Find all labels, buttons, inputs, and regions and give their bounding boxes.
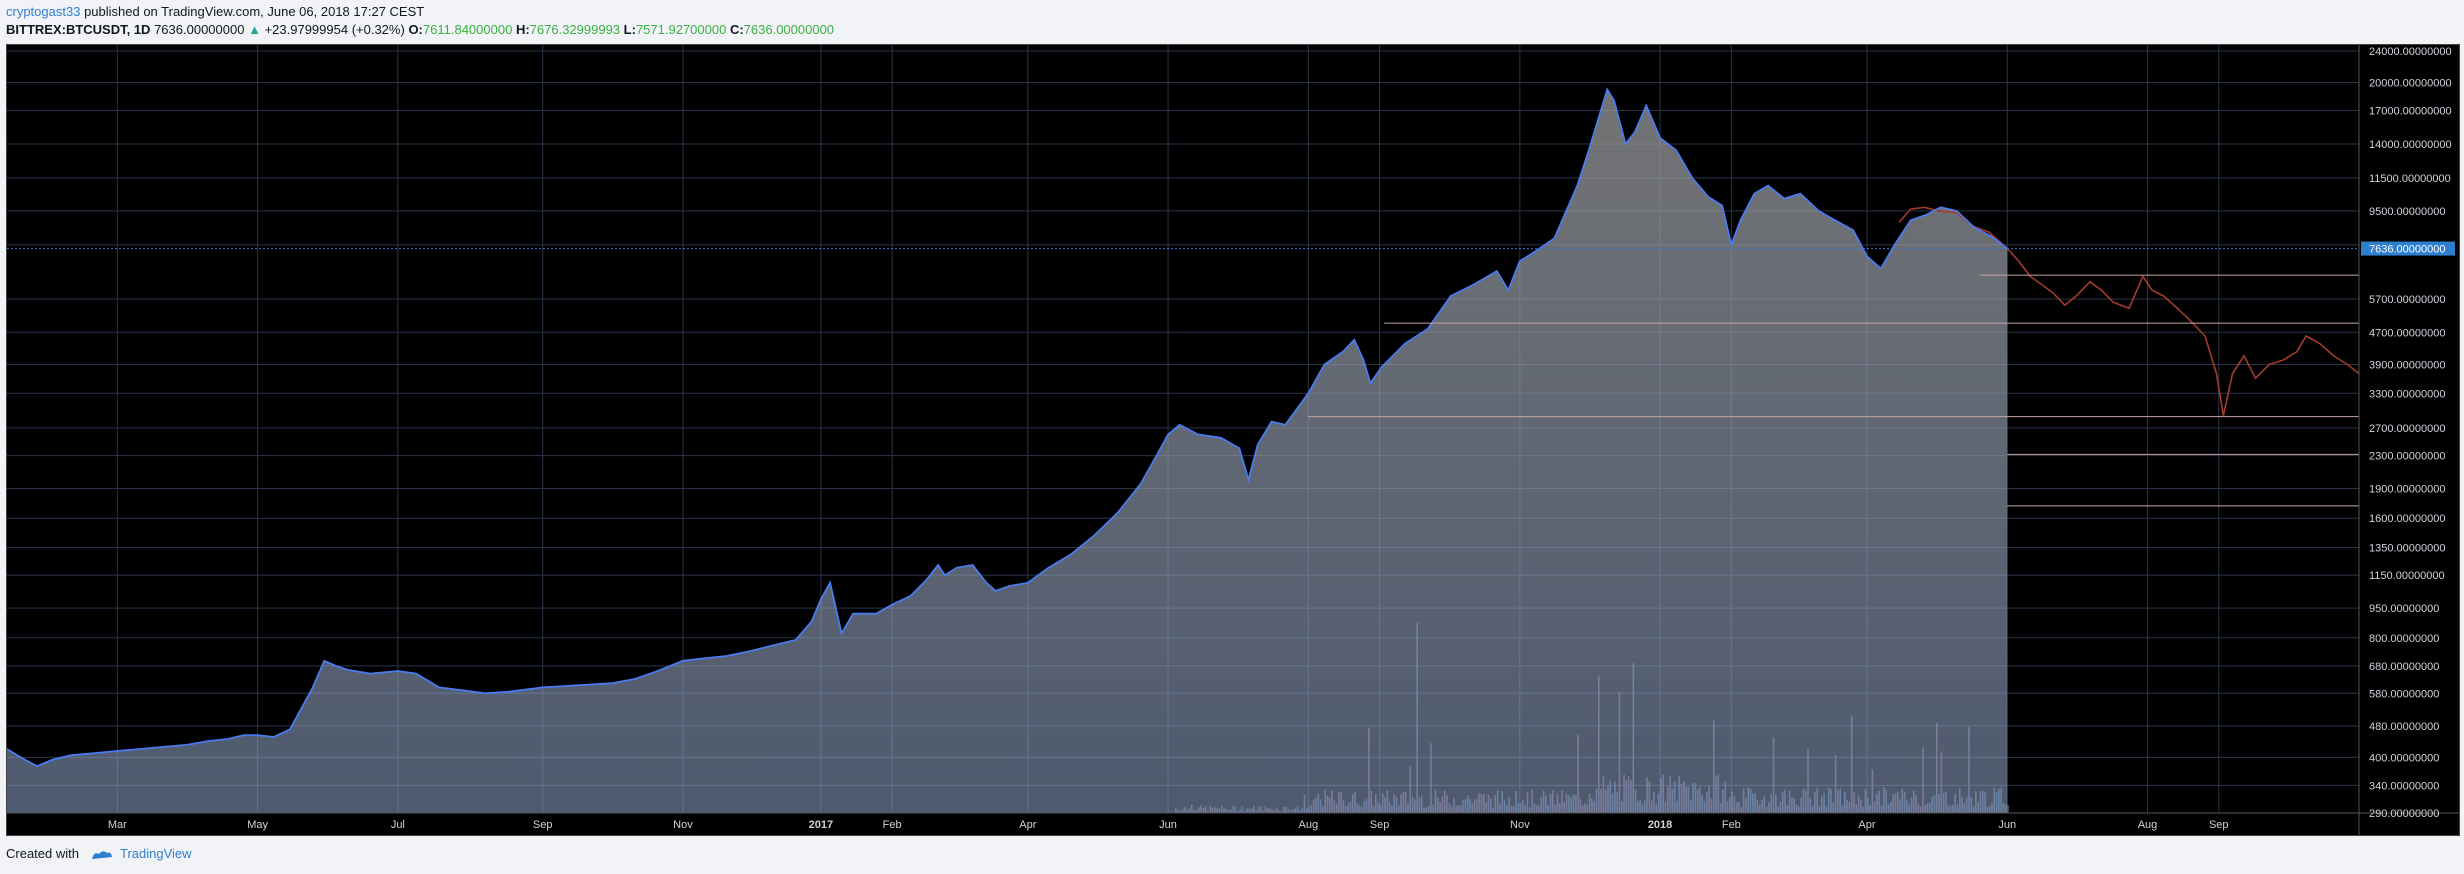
tradingview-link[interactable]: TradingView [120, 846, 192, 861]
y-tick-label: 1600.00000000 [2369, 513, 2445, 525]
up-triangle-icon: ▲ [248, 22, 261, 37]
y-tick-label: 1150.00000000 [2369, 570, 2445, 582]
volume-bar [2007, 804, 2009, 813]
chart-header: cryptogast33 published on TradingView.co… [0, 0, 2464, 44]
x-tick-label: Mar [108, 819, 127, 831]
chart-panel[interactable]: 6545.833261614958.335251842882.649857592… [6, 44, 2460, 836]
y-tick-label: 14000.00000000 [2369, 139, 2452, 151]
y-tick-label: 950.00000000 [2369, 603, 2439, 615]
y-tick-label: 400.00000000 [2369, 752, 2439, 764]
y-tick-label: 20000.00000000 [2369, 77, 2452, 89]
low-label: L: [623, 22, 636, 37]
x-tick-label: Sep [2209, 819, 2229, 831]
x-tick-label: Jul [391, 819, 405, 831]
y-tick-label: 480.00000000 [2369, 721, 2439, 733]
y-tick-label: 3300.00000000 [2369, 388, 2445, 400]
close-label: C: [729, 22, 744, 37]
close-value: 7636.00000000 [743, 22, 835, 37]
y-tick-label: 340.00000000 [2369, 780, 2439, 792]
x-tick-label: 2018 [1648, 819, 1672, 831]
y-tick-label: 17000.00000000 [2369, 105, 2452, 117]
price-axis-bg [2359, 45, 2459, 835]
y-tick-labels: 24000.00000000 20000.00000000 17000.000000… [2369, 46, 2452, 820]
current-price-box [2361, 241, 2455, 256]
y-tick-label: 2300.00000000 [2369, 451, 2445, 463]
publish-text: published on TradingView.com, June 06, 2… [84, 4, 425, 19]
x-tick-label: Sep [533, 819, 553, 831]
projection-line [1898, 206, 2360, 416]
x-tick-label: Apr [1858, 819, 1875, 831]
high-label: H: [515, 22, 530, 37]
created-with-text: Created with [6, 846, 79, 861]
price-line [7, 87, 2008, 768]
y-tick-label: 290.00000000 [2369, 808, 2439, 820]
x-tick-label: 2017 [809, 819, 833, 831]
y-tick-label: 11500.00000000 [2369, 173, 2451, 185]
last-price: 7636.00000000 [154, 22, 245, 37]
y-tick-label: 5700.00000000 [2369, 294, 2445, 306]
y-tick-label: 9500.00000000 [2369, 206, 2445, 218]
high-value: 7676.32999993 [529, 22, 621, 37]
author-link[interactable]: cryptogast33 [6, 4, 81, 19]
low-value: 7571.92700000 [635, 22, 727, 37]
symbol-label[interactable]: BITTREX:BTCUSDT, 1D [6, 22, 151, 37]
tradingview-logo-icon [91, 851, 112, 859]
y-tick-label: 680.00000000 [2369, 661, 2439, 673]
current-price-label: 7636.00000000 [2369, 244, 2445, 256]
x-tick-label: Nov [1510, 819, 1530, 831]
x-tick-label: Aug [2138, 819, 2158, 831]
x-tick-label: Nov [673, 819, 693, 831]
publish-info: cryptogast33 published on TradingView.co… [6, 4, 424, 19]
x-tick-label: Jun [1159, 819, 1177, 831]
y-tick-label: 1350.00000000 [2369, 543, 2445, 555]
x-tick-label: Sep [1370, 819, 1390, 831]
x-tick-label: Apr [1019, 819, 1036, 831]
open-label: O: [408, 22, 423, 37]
price-change: +23.97999954 (+0.32%) [264, 22, 405, 37]
open-value: 7611.84000000 [422, 22, 513, 37]
y-tick-label: 4700.00000000 [2369, 327, 2445, 339]
x-tick-label: Jun [1998, 819, 2016, 831]
y-tick-label: 800.00000000 [2369, 633, 2439, 645]
y-tick-label: 1900.00000000 [2369, 484, 2445, 496]
y-tick-label: 2700.00000000 [2369, 423, 2445, 435]
price-chart[interactable]: 6545.833261614958.335251842882.649857592… [7, 45, 2459, 835]
x-tick-label: Aug [1299, 819, 1319, 831]
x-tick-label: Feb [883, 819, 902, 831]
y-tick-label: 3900.00000000 [2369, 359, 2445, 371]
y-tick-label: 580.00000000 [2369, 688, 2439, 700]
footer: Created with TradingView [6, 846, 192, 861]
x-tick-labels: Mar May Jul Sep Nov 2017 Feb Apr Jun Aug Sep Nov 201… [108, 819, 2229, 831]
price-area-fill [7, 89, 2008, 813]
x-tick-label: Feb [1722, 819, 1741, 831]
x-tick-label: May [247, 819, 268, 831]
y-tick-label: 24000.00000000 [2369, 46, 2452, 58]
symbol-legend: BITTREX:BTCUSDT, 1D 7636.00000000 ▲ +23.… [6, 22, 834, 37]
